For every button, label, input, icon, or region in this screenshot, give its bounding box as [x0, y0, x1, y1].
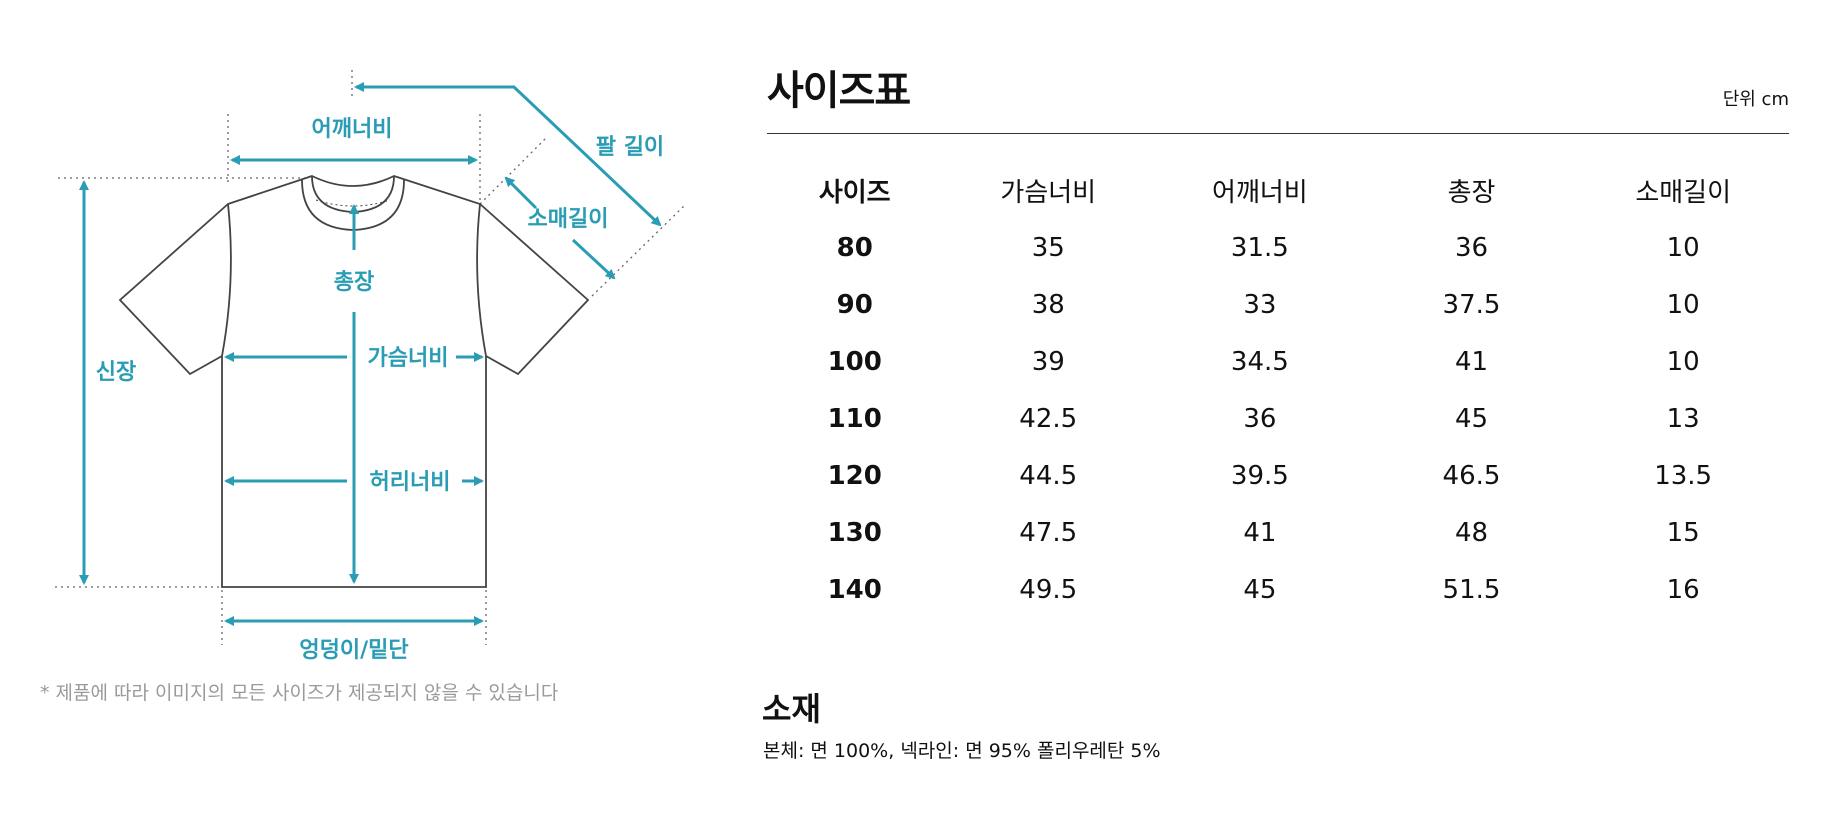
title-divider: [767, 133, 1789, 134]
total-length-label: 총장: [334, 270, 374, 295]
cell-sleeve-length: 13.5: [1654, 460, 1713, 491]
header-sleeve-length: 소매길이: [1635, 178, 1731, 208]
material-title: 소재: [762, 690, 821, 728]
header-size: 사이즈: [818, 178, 891, 208]
cell-shoulder-width: 33: [1243, 289, 1277, 320]
size-chart-title: 사이즈표: [767, 68, 911, 114]
cell-size: 120: [827, 460, 882, 491]
cell-chest-width: 39: [1031, 346, 1065, 377]
waist-width-label: 허리너비: [370, 470, 451, 495]
table-row: 140 49.5 45 51.5 16: [767, 561, 1789, 618]
unit-label: 단위 cm: [1722, 89, 1789, 110]
cell-total-length: 51.5: [1442, 574, 1501, 605]
cell-sleeve-length: 15: [1666, 517, 1700, 548]
measurement-arrows: [79, 82, 662, 626]
chest-width-label: 가슴너비: [368, 346, 449, 371]
cell-size: 130: [827, 517, 882, 548]
cell-shoulder-width: 36: [1243, 403, 1277, 434]
cell-sleeve-length: 16: [1666, 574, 1700, 605]
sleeve-length-label: 소매길이: [528, 207, 609, 232]
table-row: 130 47.5 41 48 15: [767, 504, 1789, 561]
cell-total-length: 36: [1454, 232, 1489, 263]
cell-chest-width: 35: [1031, 232, 1065, 263]
table-row: 110 42.5 36 45 13: [767, 390, 1789, 447]
header-total-length: 총장: [1447, 178, 1496, 208]
header-shoulder-width: 어깨너비: [1212, 178, 1308, 208]
table-header-row: 사이즈 가슴너비 어깨너비 총장 소매길이: [767, 162, 1789, 219]
cell-chest-width: 44.5: [1019, 460, 1078, 491]
cell-sleeve-length: 10: [1666, 289, 1700, 320]
cell-total-length: 48: [1454, 517, 1489, 548]
cell-sleeve-length: 10: [1666, 232, 1700, 263]
shoulder-width-label: 어깨너비: [312, 117, 393, 142]
cell-total-length: 45: [1454, 403, 1489, 434]
height-label: 신장: [96, 360, 136, 385]
cell-chest-width: 38: [1031, 289, 1065, 320]
cell-chest-width: 42.5: [1019, 403, 1078, 434]
cell-sleeve-length: 10: [1666, 346, 1700, 377]
cell-shoulder-width: 45: [1243, 574, 1277, 605]
cell-shoulder-width: 34.5: [1230, 346, 1289, 377]
arm-length-arrow: [354, 82, 662, 227]
cell-size: 90: [836, 289, 873, 320]
sleeve-length-arrow-top: [504, 176, 538, 210]
size-table: 사이즈 가슴너비 어깨너비 총장 소매길이 80 35 31.5 36 10 9…: [767, 162, 1789, 618]
cell-total-length: 37.5: [1442, 289, 1501, 320]
cell-shoulder-width: 31.5: [1230, 232, 1289, 263]
table-row: 100 39 34.5 41 10: [767, 333, 1789, 390]
cell-size: 140: [827, 574, 882, 605]
table-row: 120 44.5 39.5 46.5 13.5: [767, 447, 1789, 504]
cell-sleeve-length: 13: [1666, 403, 1700, 434]
material-text: 본체: 면 100%, 넥라인: 면 95% 폴리우레탄 5%: [763, 740, 1161, 762]
cell-total-length: 46.5: [1442, 460, 1501, 491]
header-chest-width: 가슴너비: [1000, 178, 1097, 208]
cell-chest-width: 47.5: [1019, 517, 1078, 548]
cell-size: 110: [827, 403, 882, 434]
table-row: 80 35 31.5 36 10: [767, 219, 1789, 276]
sleeve-length-arrow-bottom: [571, 238, 616, 280]
cell-size: 100: [827, 346, 882, 377]
cell-shoulder-width: 39.5: [1230, 460, 1289, 491]
cell-size: 80: [836, 232, 873, 263]
size-disclaimer-note: * 제품에 따라 이미지의 모든 사이즈가 제공되지 않을 수 있습니다: [40, 682, 559, 704]
cell-total-length: 41: [1454, 346, 1489, 377]
hem-width-label: 엉덩이/밑단: [299, 638, 408, 663]
arm-length-label: 팔 길이: [596, 135, 664, 160]
tshirt-measurement-diagram: 어깨너비 팔 길이 소매길이 총장 신장 가슴너비 허리너비 엉덩이/밑단: [55, 70, 687, 663]
cell-shoulder-width: 41: [1243, 517, 1277, 548]
table-row: 90 38 33 37.5 10: [767, 276, 1789, 333]
cell-chest-width: 49.5: [1019, 574, 1078, 605]
